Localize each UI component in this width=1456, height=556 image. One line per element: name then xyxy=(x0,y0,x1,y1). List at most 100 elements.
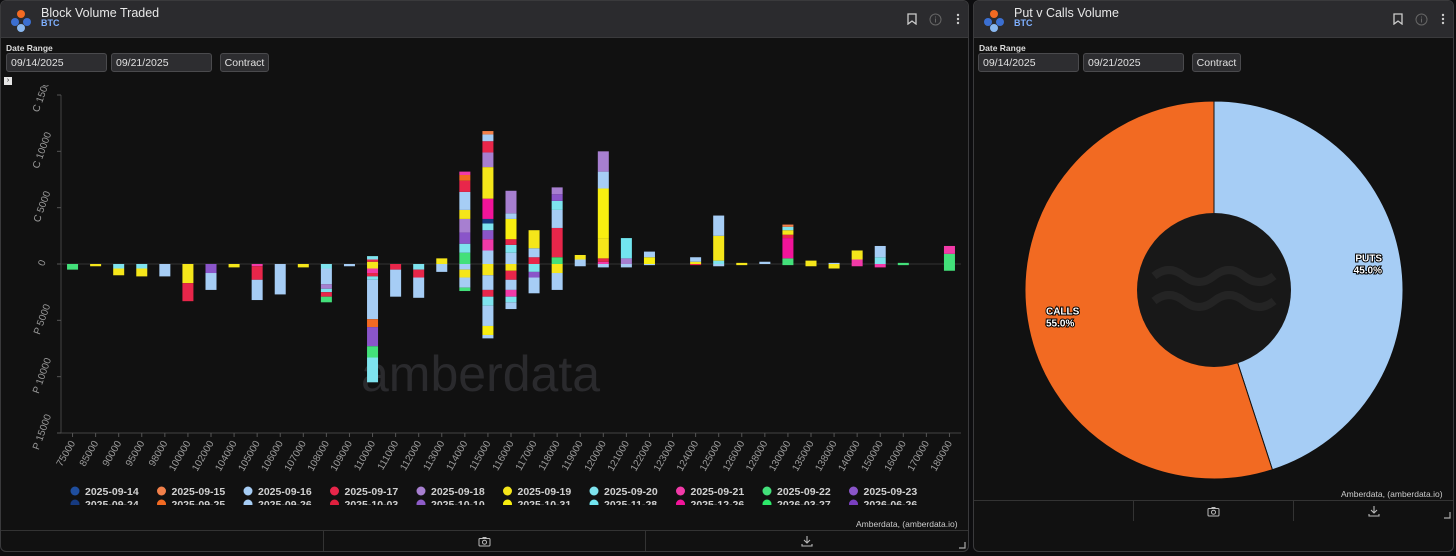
bar-segment[interactable] xyxy=(597,261,609,264)
bar-segment[interactable] xyxy=(320,268,332,285)
bar-segment[interactable] xyxy=(505,252,517,264)
bar-segment[interactable] xyxy=(482,250,494,264)
bar-segment[interactable] xyxy=(436,258,448,264)
legend-label[interactable]: 2025-09-20 xyxy=(604,486,658,498)
bar-segment[interactable] xyxy=(574,254,586,260)
footer-blank-button[interactable] xyxy=(1,531,324,551)
bar-segment[interactable] xyxy=(574,259,586,264)
legend-label[interactable]: 2025-09-19 xyxy=(518,486,572,498)
bar-segment[interactable] xyxy=(320,264,332,269)
legend-swatch[interactable] xyxy=(157,499,166,506)
bar-segment[interactable] xyxy=(505,279,517,290)
bar-segment[interactable] xyxy=(459,218,471,233)
bar-segment[interactable] xyxy=(805,260,817,264)
bar-segment[interactable] xyxy=(459,180,471,192)
bar-segment[interactable] xyxy=(343,264,355,267)
bar-segment[interactable] xyxy=(943,245,955,254)
bar-segment[interactable] xyxy=(620,258,632,264)
legend-swatch[interactable] xyxy=(330,486,339,496)
bar-segment[interactable] xyxy=(367,357,379,383)
bar-segment[interactable] xyxy=(459,252,471,264)
legend-label[interactable]: 2026-06-26 xyxy=(864,499,918,505)
bar-segment[interactable] xyxy=(320,288,332,293)
legend-label[interactable]: 2025-09-17 xyxy=(345,486,399,498)
bar-segment[interactable] xyxy=(690,261,702,264)
bar-segment[interactable] xyxy=(482,131,494,135)
bar-segment[interactable] xyxy=(528,271,540,278)
bar-segment[interactable] xyxy=(367,273,379,277)
bar-segment[interactable] xyxy=(528,230,540,249)
kebab-menu-icon[interactable] xyxy=(1436,12,1450,26)
legend-swatch[interactable] xyxy=(762,499,772,506)
legend-label[interactable]: 2025-09-16 xyxy=(258,486,312,498)
legend-swatch[interactable] xyxy=(70,486,80,496)
bar-segment[interactable] xyxy=(251,264,263,267)
legend-label[interactable]: 2025-09-26 xyxy=(258,499,312,505)
bar-segment[interactable] xyxy=(136,264,148,269)
bar-segment[interactable] xyxy=(851,264,863,267)
legend-swatch[interactable] xyxy=(243,499,253,506)
bar-segment[interactable] xyxy=(782,230,794,235)
bar-segment[interactable] xyxy=(597,264,609,268)
bar-segment[interactable] xyxy=(505,296,517,303)
bookmark-icon[interactable] xyxy=(1391,12,1405,26)
legend-label[interactable]: 2025-10-10 xyxy=(431,499,485,505)
bar-segment[interactable] xyxy=(551,227,563,258)
bar-segment[interactable] xyxy=(367,261,379,264)
bar-segment[interactable] xyxy=(620,264,632,268)
bar-segment[interactable] xyxy=(459,191,471,210)
bar-segment[interactable] xyxy=(828,264,840,269)
legend-label[interactable]: 2025-09-15 xyxy=(172,486,226,498)
bar-segment[interactable] xyxy=(505,190,517,214)
legend-label[interactable]: 2025-09-25 xyxy=(172,499,226,505)
bar-segment[interactable] xyxy=(482,141,494,153)
bar-segment[interactable] xyxy=(251,266,263,280)
bar-segment[interactable] xyxy=(505,239,517,245)
legend-label[interactable]: 2025-11-28 xyxy=(604,499,657,505)
bar-segment[interactable] xyxy=(320,292,332,297)
legend-swatch[interactable] xyxy=(589,486,599,496)
end-date-field[interactable]: 09/21/2025 xyxy=(1083,53,1184,72)
bar-segment[interactable] xyxy=(597,151,609,172)
end-date-field[interactable]: 09/21/2025 xyxy=(111,53,212,72)
legend-label[interactable]: 2025-09-24 xyxy=(85,499,139,505)
bar-segment[interactable] xyxy=(205,264,217,274)
download-icon[interactable] xyxy=(1294,501,1453,521)
legend-swatch[interactable] xyxy=(676,499,685,506)
bar-segment[interactable] xyxy=(874,245,886,258)
bar-segment[interactable] xyxy=(851,259,863,264)
bar-segment[interactable] xyxy=(459,171,471,175)
pie-slice[interactable] xyxy=(1213,100,1404,471)
legend-label[interactable]: 2025-10-03 xyxy=(345,499,399,505)
contract-button[interactable]: Contract xyxy=(220,53,269,72)
bar-segment[interactable] xyxy=(482,223,494,231)
bar-segment[interactable] xyxy=(551,187,563,195)
bar-segment[interactable] xyxy=(459,232,471,244)
bar-segment[interactable] xyxy=(874,257,886,264)
bar-segment[interactable] xyxy=(482,264,494,276)
legend-swatch[interactable] xyxy=(503,486,512,496)
bar-segment[interactable] xyxy=(597,171,609,189)
bookmark-icon[interactable] xyxy=(905,12,919,26)
bar-segment[interactable] xyxy=(367,279,379,320)
bar-segment[interactable] xyxy=(274,264,286,295)
bar-segment[interactable] xyxy=(551,200,563,210)
bar-segment[interactable] xyxy=(782,224,794,227)
resize-grip-icon[interactable] xyxy=(959,542,966,549)
bar-segment[interactable] xyxy=(113,268,125,276)
bar-segment[interactable] xyxy=(551,257,563,264)
camera-icon[interactable] xyxy=(324,531,647,551)
bar-segment[interactable] xyxy=(505,218,517,240)
bar-segment[interactable] xyxy=(528,277,540,294)
bar-segment[interactable] xyxy=(643,257,655,264)
bar-segment[interactable] xyxy=(459,277,471,288)
bar-segment[interactable] xyxy=(828,262,840,264)
bar-segment[interactable] xyxy=(482,289,494,297)
bar-segment[interactable] xyxy=(228,264,240,268)
bar-segment[interactable] xyxy=(551,194,563,201)
legend-label[interactable]: 2025-09-18 xyxy=(431,486,485,498)
bar-segment[interactable] xyxy=(713,260,725,264)
bar-segment[interactable] xyxy=(690,264,702,266)
legend-label[interactable]: 2025-10-31 xyxy=(518,499,572,505)
legend-swatch[interactable] xyxy=(70,499,80,506)
